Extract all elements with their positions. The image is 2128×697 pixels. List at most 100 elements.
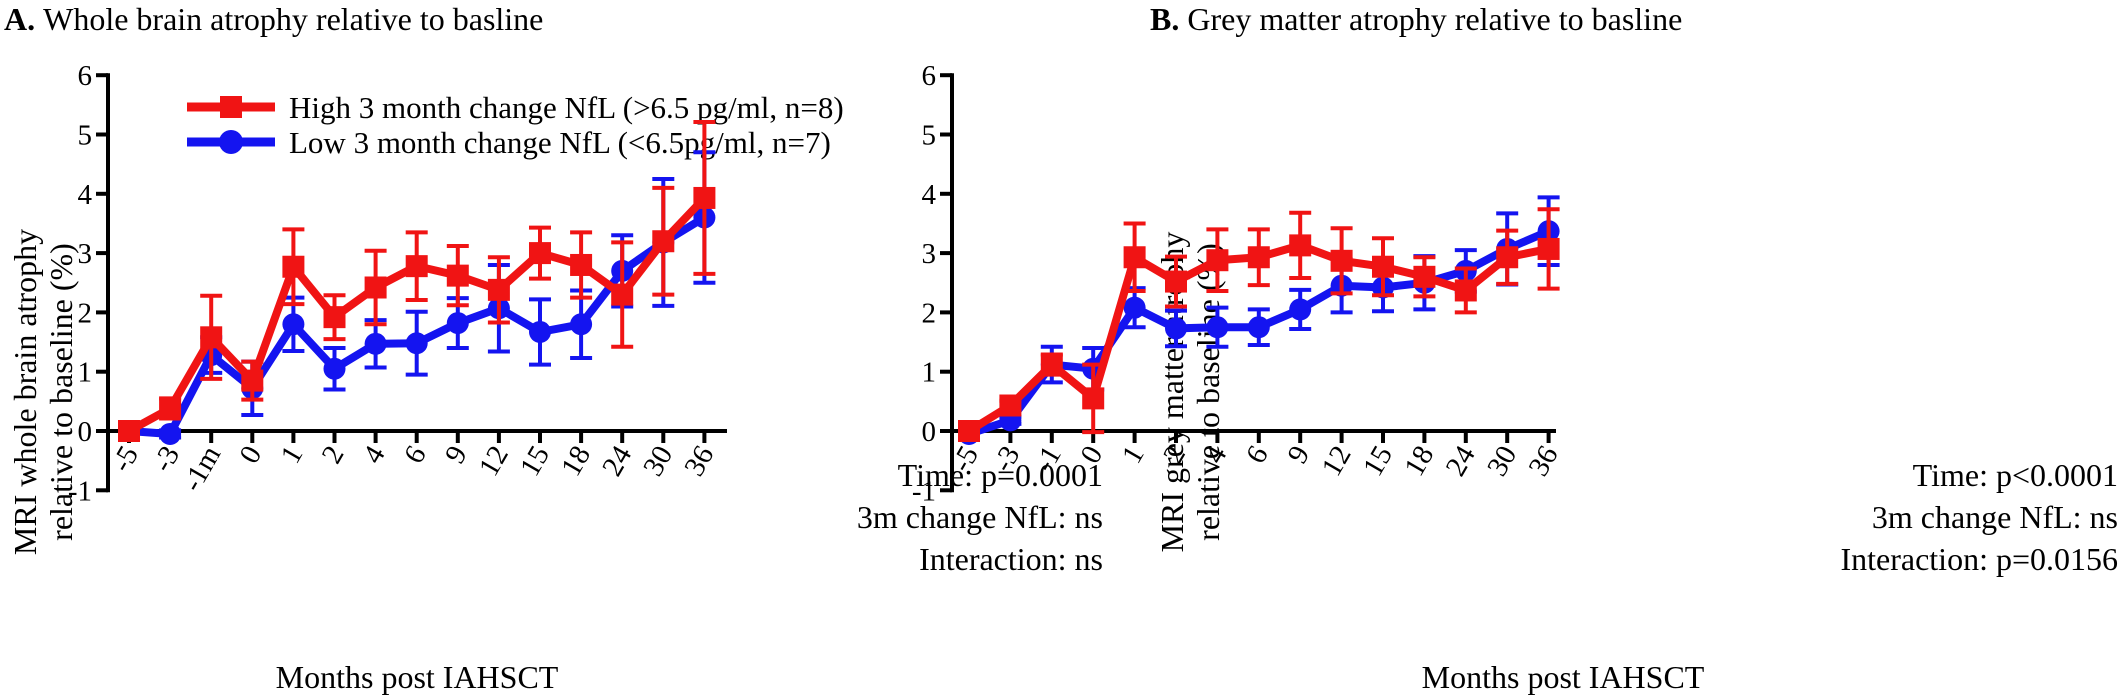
- x-tick-label: 12: [473, 441, 515, 482]
- x-tick-label: 1: [1116, 441, 1151, 470]
- data-point: [693, 186, 716, 209]
- panel-a-title-text: Whole brain atrophy relative to basline: [43, 1, 543, 37]
- data-point: [1247, 316, 1270, 339]
- x-tick-label: 30: [1481, 441, 1523, 482]
- panel-a-xlabel: Months post IAHSCT: [276, 659, 559, 695]
- panel-b: B. Grey matter atrophy relative to baslin…: [912, 1, 2118, 695]
- data-point: [1040, 353, 1063, 376]
- data-point: [118, 420, 140, 442]
- y-tick-label: -1: [68, 475, 92, 507]
- panel-b-annotation-interaction: Interaction: p=0.0156: [1840, 541, 2118, 577]
- panel-b-title-text: Grey matter atrophy relative to basline: [1187, 1, 1682, 37]
- data-point: [1289, 234, 1312, 257]
- data-point: [652, 230, 675, 253]
- data-point: [1206, 316, 1229, 339]
- panel-a: A. Whole brain atrophy relative to baslin…: [4, 1, 1103, 695]
- panel-b-title: B. Grey matter atrophy relative to baslin…: [1150, 1, 1682, 37]
- y-tick-label: -1: [912, 475, 936, 507]
- panel-a-label: A.: [4, 1, 35, 37]
- data-point: [999, 394, 1022, 417]
- series-high: [958, 207, 1560, 442]
- data-point: [364, 276, 387, 299]
- y-tick-label: 6: [922, 60, 937, 92]
- panel-a-ylabel: MRI whole brain atrophy relative to base…: [7, 229, 79, 555]
- panel-a-annotation-group: 3m change NfL: ns: [857, 499, 1103, 535]
- legend-low-marker: [219, 130, 243, 154]
- data-point: [405, 255, 428, 278]
- panel-b-annotation-time: Time: p<0.0001: [1913, 457, 2118, 493]
- data-point: [159, 397, 182, 420]
- y-tick-label: 2: [78, 297, 93, 329]
- x-tick-label: 30: [637, 441, 679, 482]
- series-high: [118, 120, 716, 442]
- x-tick-label: 24: [1440, 440, 1482, 482]
- panel-a-annotation-interaction: Interaction: ns: [919, 541, 1103, 577]
- data-point: [1206, 249, 1229, 272]
- y-tick-label: 6: [78, 60, 93, 92]
- x-tick-label: -1m: [176, 440, 227, 497]
- data-point: [159, 422, 182, 445]
- x-tick-label: 36: [678, 441, 720, 482]
- data-point: [1454, 279, 1477, 302]
- y-tick-label: 2: [922, 297, 937, 329]
- panel-b-annotation-group: 3m change NfL: ns: [1872, 499, 2118, 535]
- data-point: [958, 420, 980, 442]
- data-point: [1413, 265, 1436, 288]
- x-tick-label: 18: [1398, 441, 1440, 482]
- x-tick-label: 15: [1357, 441, 1399, 482]
- x-tick-label: 6: [1240, 441, 1275, 470]
- y-tick-label: 4: [78, 179, 93, 211]
- panel-a-ylabel-line2: relative to baseline (%): [43, 243, 79, 541]
- y-tick-label: 5: [922, 120, 937, 152]
- data-point: [1082, 387, 1105, 410]
- data-point: [1165, 270, 1187, 293]
- data-point: [200, 326, 223, 349]
- data-point: [282, 313, 305, 336]
- panel-b-label: B.: [1150, 1, 1179, 37]
- x-tick-label: 0: [233, 441, 268, 470]
- x-tick-label: 24: [596, 440, 638, 482]
- y-tick-label: 5: [78, 120, 93, 152]
- legend: High 3 month change NfL (>6.5 pg/ml, n=8…: [187, 90, 844, 160]
- data-point: [364, 332, 387, 355]
- panel-a-title: A. Whole brain atrophy relative to baslin…: [4, 1, 543, 37]
- data-point: [487, 278, 510, 301]
- data-point: [405, 332, 428, 355]
- data-point: [282, 255, 305, 278]
- data-point: [611, 283, 634, 306]
- data-point: [1496, 246, 1519, 269]
- data-point: [570, 253, 593, 276]
- panel-a-annotation-time: Time: p=0.0001: [898, 457, 1103, 493]
- x-tick-label: 9: [1281, 441, 1316, 470]
- y-tick-label: 4: [922, 179, 937, 211]
- legend-high-marker: [220, 96, 242, 118]
- y-tick-label: 1: [922, 357, 937, 389]
- data-point: [323, 357, 346, 380]
- x-tick-label: 15: [514, 441, 556, 482]
- x-tick-label: -3: [146, 441, 186, 478]
- x-tick-label: 12: [1315, 441, 1357, 482]
- data-point: [529, 242, 551, 265]
- panel-b-annotations: Time: p<0.0001 3m change NfL: ns Interac…: [1840, 457, 2118, 577]
- x-tick-label: 36: [1522, 441, 1564, 482]
- panel-a-ylabel-line1: MRI whole brain atrophy: [7, 229, 43, 555]
- data-point: [570, 313, 593, 336]
- y-tick-label: 1: [78, 357, 93, 389]
- data-point: [1123, 246, 1146, 269]
- data-point: [1289, 298, 1312, 321]
- data-point: [323, 306, 346, 329]
- data-point: [1330, 249, 1353, 272]
- x-tick-label: 2: [316, 441, 351, 470]
- y-tick-label: 0: [78, 416, 93, 448]
- data-point: [446, 312, 469, 335]
- panel-b-ylabel: MRI grey matter atrophy relative to base…: [1154, 232, 1226, 553]
- data-point: [1372, 255, 1394, 278]
- x-tick-label: 9: [439, 441, 474, 470]
- x-tick-label: 18: [555, 441, 597, 482]
- data-point: [1165, 317, 1187, 340]
- legend-low-label: Low 3 month change NfL (<6.5pg/ml, n=7): [289, 125, 831, 160]
- x-tick-label: 4: [357, 440, 392, 469]
- y-tick-label: 0: [922, 416, 937, 448]
- panel-b-xlabel: Months post IAHSCT: [1422, 659, 1705, 695]
